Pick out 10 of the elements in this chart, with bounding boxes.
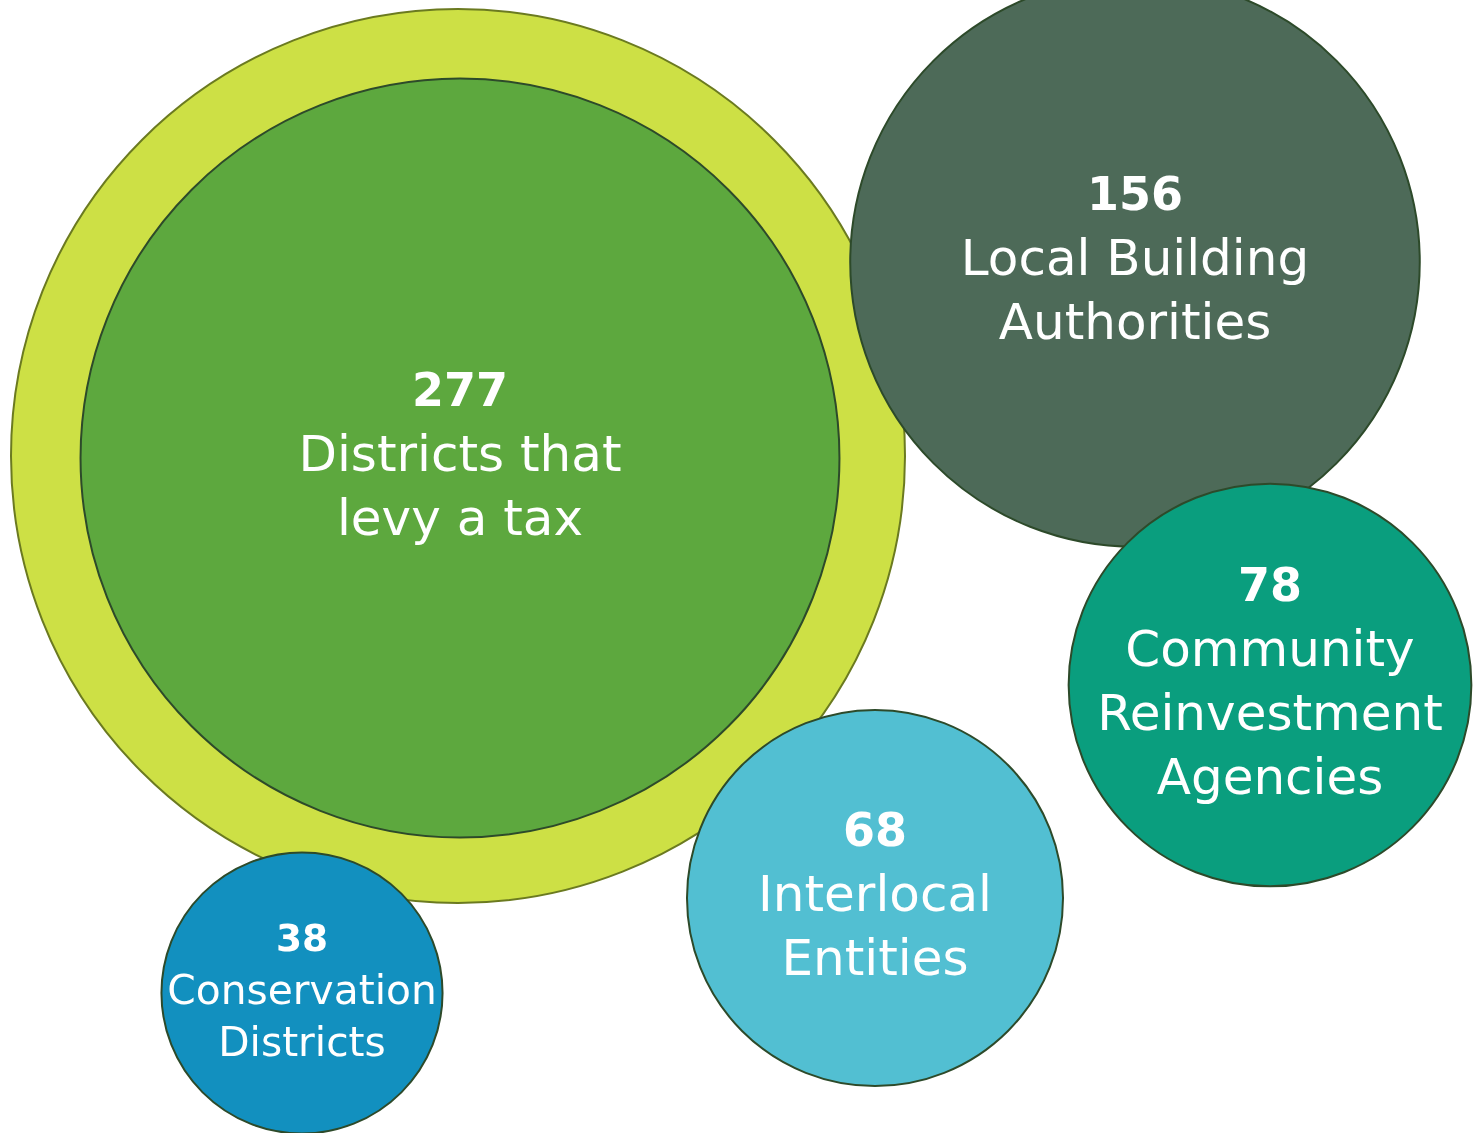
data-label: 78 [1237,557,1303,612]
category-label: Interlocal Entities [758,864,992,987]
data-label: 156 [1086,166,1184,221]
data-label: 277 [411,362,509,417]
category-label: Local Building Authorities [960,228,1310,351]
data-label: 68 [842,802,908,857]
category-label: Community Reinvestment Agencies [1097,619,1443,806]
category-label: Conservation Districts [167,965,437,1066]
category-label: Districts that levy a tax [298,424,622,547]
data-label: 38 [275,915,329,960]
